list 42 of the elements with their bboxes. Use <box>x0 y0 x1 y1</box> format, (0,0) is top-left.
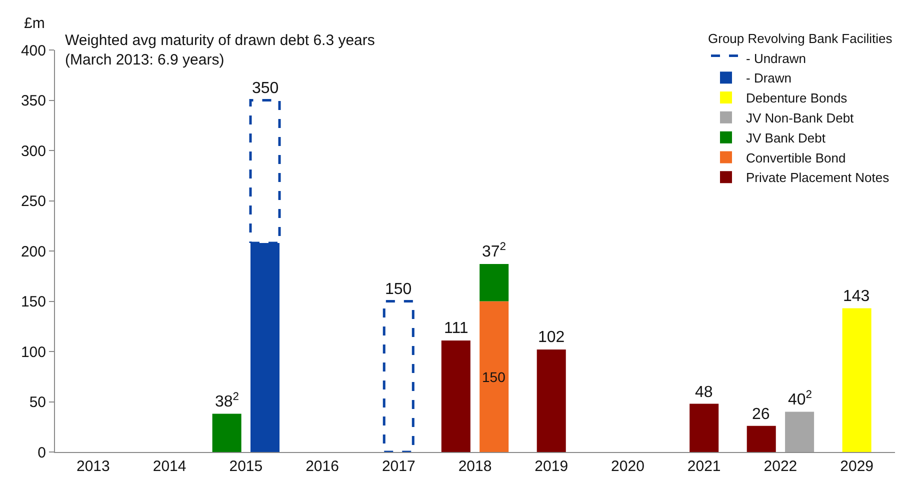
data-label: 48 <box>695 384 713 401</box>
y-tick-label: 250 <box>20 193 46 210</box>
chart-title: Weighted avg maturity of drawn debt 6.3 years <box>65 32 375 49</box>
data-label: 38$^{2}$ <box>215 391 240 411</box>
legend-label: JV Bank Debt <box>746 130 826 146</box>
legend-label: JV Non-Bank Debt <box>746 110 854 126</box>
data-label: 150 <box>482 369 506 385</box>
x-tick-label: 2017 <box>382 458 416 475</box>
data-label: 102 <box>538 329 565 346</box>
legend-label: Private Placement Notes <box>746 170 890 186</box>
x-tick-label: 2019 <box>534 458 568 475</box>
y-tick-label: 100 <box>20 344 46 361</box>
y-tick-label: 300 <box>20 142 46 160</box>
data-label: 350 <box>252 80 279 97</box>
y-tick-label: 400 <box>20 42 46 60</box>
x-tick-label: 2013 <box>76 458 110 475</box>
data-label: 111 <box>444 320 468 337</box>
legend-label: Debenture Bonds <box>746 90 848 106</box>
x-tick-label: 2020 <box>611 458 644 475</box>
y-tick-label: 0 <box>38 444 46 462</box>
x-tick-label: 2014 <box>152 458 186 475</box>
y-tick-label: 150 <box>20 294 46 310</box>
x-tick-label: 2029 <box>840 458 874 475</box>
y-tick-label: 200 <box>20 243 46 260</box>
data-label: 37$^{2}$ <box>482 241 506 261</box>
data-label: 150 <box>385 281 412 298</box>
y-tick-label: 350 <box>20 92 46 110</box>
x-tick-label: 2022 <box>764 458 798 475</box>
x-tick-label: 2015 <box>229 458 263 475</box>
chart-subtitle: (March 2013: 6.9 years) <box>65 52 224 68</box>
x-tick-label: 2018 <box>458 458 492 475</box>
legend-label: - Undrawn <box>746 50 806 66</box>
legend-label: Convertible Bond <box>746 150 846 166</box>
data-label: 26 <box>752 406 770 423</box>
legend-label: - Drawn <box>746 70 792 86</box>
x-tick-label: 2021 <box>687 458 721 475</box>
y-tick-label: 50 <box>29 394 46 411</box>
x-tick-label: 2016 <box>306 458 339 475</box>
y-axis-title: £m <box>24 15 45 32</box>
data-label: 40$^{2}$ <box>788 389 812 409</box>
legend-title: Group Revolving Bank Facilities <box>708 30 893 46</box>
data-label: 143 <box>843 288 870 305</box>
